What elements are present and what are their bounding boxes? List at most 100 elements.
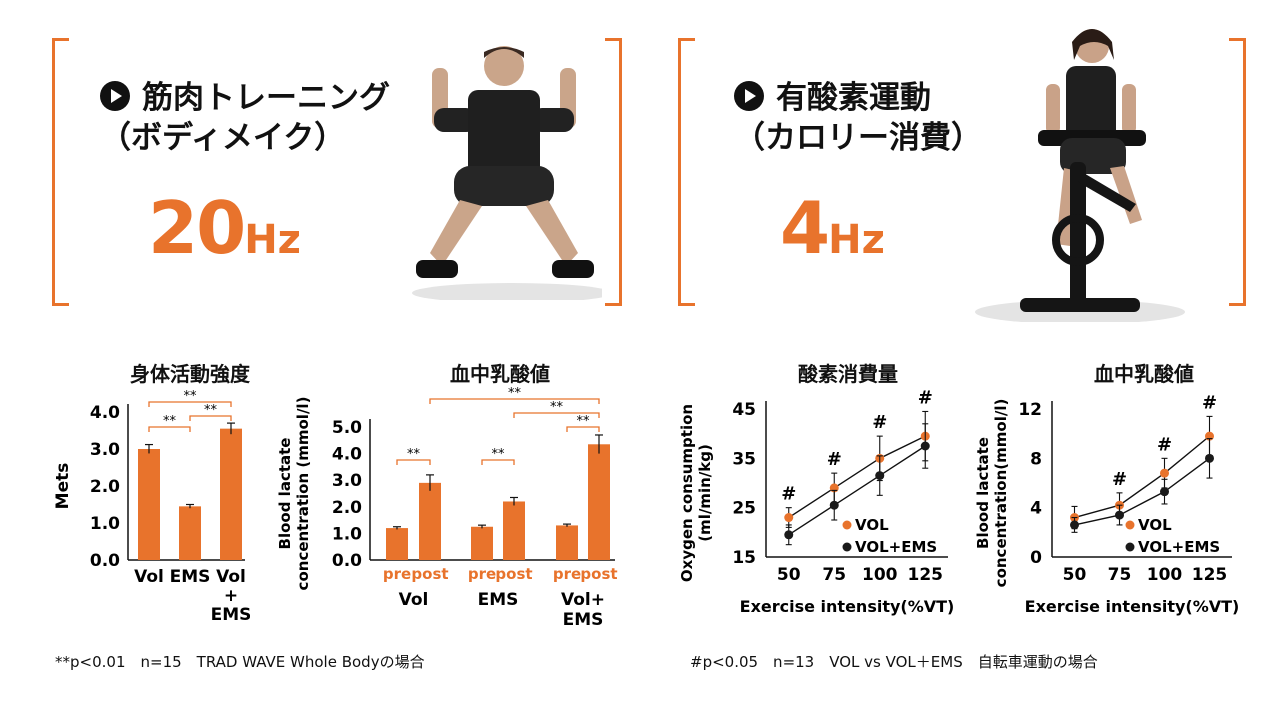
y-tick-label: 0.0 (90, 551, 120, 571)
y-tick-label: 5.0 (332, 418, 362, 438)
data-point (920, 441, 930, 451)
significance-bracket (513, 412, 600, 418)
legend-marker (842, 520, 852, 530)
left-bracket (52, 38, 69, 306)
frequency-label: 20Hz (148, 186, 301, 270)
left-bracket (678, 38, 695, 306)
significance-label: ** (204, 403, 218, 418)
legend-label: VOL (1138, 516, 1172, 534)
x-axis-label: Exercise intensity(%VT) (1025, 597, 1240, 616)
right-bracket (1229, 38, 1246, 306)
chart-blood-lactate-bars: 0.0 1.0 2.0 3.0 4.0 5.0 Blood lactate concentra… (276, 386, 618, 630)
significance-label: ** (508, 386, 522, 401)
significance-bracket (189, 415, 232, 421)
footnote-left: **p<0.01 n=15 TRAD WAVE Whole Bodyの場合 (55, 653, 425, 671)
x-sub-label: pre (383, 565, 411, 583)
y-tick-label: 0.0 (332, 551, 362, 571)
title-line1: 筋肉トレーニング (142, 80, 390, 116)
bar-post (419, 482, 441, 560)
y-axis-label: Blood lactate (974, 437, 992, 549)
significance-mark: # (872, 412, 887, 433)
y-tick-label: 3.0 (90, 440, 120, 460)
data-point (784, 530, 794, 540)
data-point (1115, 510, 1124, 520)
right-panel: 有酸素運動 （カロリー消費） 4Hz (678, 29, 1246, 322)
significance-bracket (429, 398, 600, 404)
chart-title-lactate-left: 血中乳酸値 (450, 362, 550, 386)
bar-post (588, 444, 610, 560)
chart-title-lactate-right: 血中乳酸値 (1094, 362, 1194, 386)
y-axis-label: concentration(mmol/l) (992, 399, 1010, 588)
y-tick-label: 12 (1018, 400, 1042, 420)
legend-marker (842, 542, 852, 552)
y-tick-label: 2.0 (332, 498, 362, 518)
y-tick-label: 1.0 (90, 514, 120, 534)
y-tick-label: 3.0 (332, 471, 362, 491)
y-tick-label: 4.0 (90, 403, 120, 423)
y-tick-label: 0 (1030, 548, 1042, 568)
x-sub-label: post (495, 565, 532, 583)
bar-pre (471, 526, 493, 560)
x-tick-label: + (224, 586, 238, 606)
chart-title-activity: 身体活動強度 (130, 362, 250, 386)
x-tick-label: Vol (134, 567, 164, 587)
significance-label: ** (550, 400, 564, 415)
significance-label: ** (577, 414, 591, 429)
y-tick-label: 35 (732, 449, 756, 469)
x-tick-label: 75 (1108, 565, 1132, 585)
data-point (1205, 453, 1214, 463)
x-tick-label: Vol (216, 567, 246, 587)
bar-pre (386, 528, 408, 560)
y-tick-label: 4.0 (332, 445, 362, 465)
legend-label: VOL+EMS (855, 538, 937, 556)
y-axis-label: concentration (mmol/l) (294, 397, 312, 591)
bar-pre (556, 525, 578, 560)
x-tick-label: EMS (211, 605, 250, 625)
y-axis-label: Mets (53, 463, 73, 510)
left-panel: 筋肉トレーニング （ボディメイク） 20Hz (52, 38, 622, 306)
y-axis-label: Blood lactate (276, 438, 294, 550)
y-axis-label: (ml/min/kg) (696, 444, 714, 542)
significance-label: ** (163, 414, 177, 429)
significance-label: ** (407, 447, 421, 462)
footnote-right: #p<0.05 n=13 VOL vs VOL＋EMS 自転車運動の場合 (690, 653, 1098, 671)
chart-blood-lactate-lines: 0 4 8 12 50 75 100 125 Exercise intensity(%VT) Bl… (974, 392, 1240, 616)
data-point (1160, 468, 1169, 478)
legend-label: VOL (855, 516, 889, 534)
y-tick-label: 25 (732, 499, 756, 519)
significance-bracket (396, 459, 431, 465)
significance-label: ** (184, 389, 198, 404)
x-tick-label: 100 (1147, 565, 1183, 585)
y-axis-label: Oxygen consumption (678, 404, 696, 582)
bar (179, 506, 201, 560)
play-icon (734, 81, 764, 111)
frequency-number: 4 (780, 186, 830, 270)
legend-marker (1125, 542, 1135, 552)
significance-mark: # (781, 484, 796, 505)
legend-marker (1125, 520, 1135, 530)
y-tick-label: 45 (732, 400, 756, 420)
x-tick-label: 50 (777, 565, 801, 585)
title-line2: （ボディメイク） (100, 120, 346, 156)
data-point (829, 500, 839, 510)
x-group-label: Vol (399, 590, 429, 610)
significance-mark: # (1112, 469, 1127, 490)
frequency-unit: Hz (244, 217, 301, 263)
legend-label: VOL+EMS (1138, 538, 1220, 556)
significance-mark: # (1157, 434, 1172, 455)
series-line (1074, 457, 1210, 526)
x-tick-label: 125 (1192, 565, 1228, 585)
bar (220, 428, 242, 560)
significance-label: ** (492, 447, 506, 462)
significance-bracket (481, 459, 515, 465)
right-bracket (605, 38, 622, 306)
x-sub-label: post (580, 565, 617, 583)
panel-title: 筋肉トレーニング （ボディメイク） (100, 78, 390, 158)
x-tick-label: EMS (170, 567, 211, 587)
y-tick-label: 15 (732, 548, 756, 568)
frequency-label: 4Hz (780, 186, 885, 270)
y-tick-label: 1.0 (332, 524, 362, 544)
y-tick-label: 2.0 (90, 477, 120, 497)
x-sub-label: pre (553, 565, 581, 583)
woman-cycling-photo (975, 29, 1185, 322)
